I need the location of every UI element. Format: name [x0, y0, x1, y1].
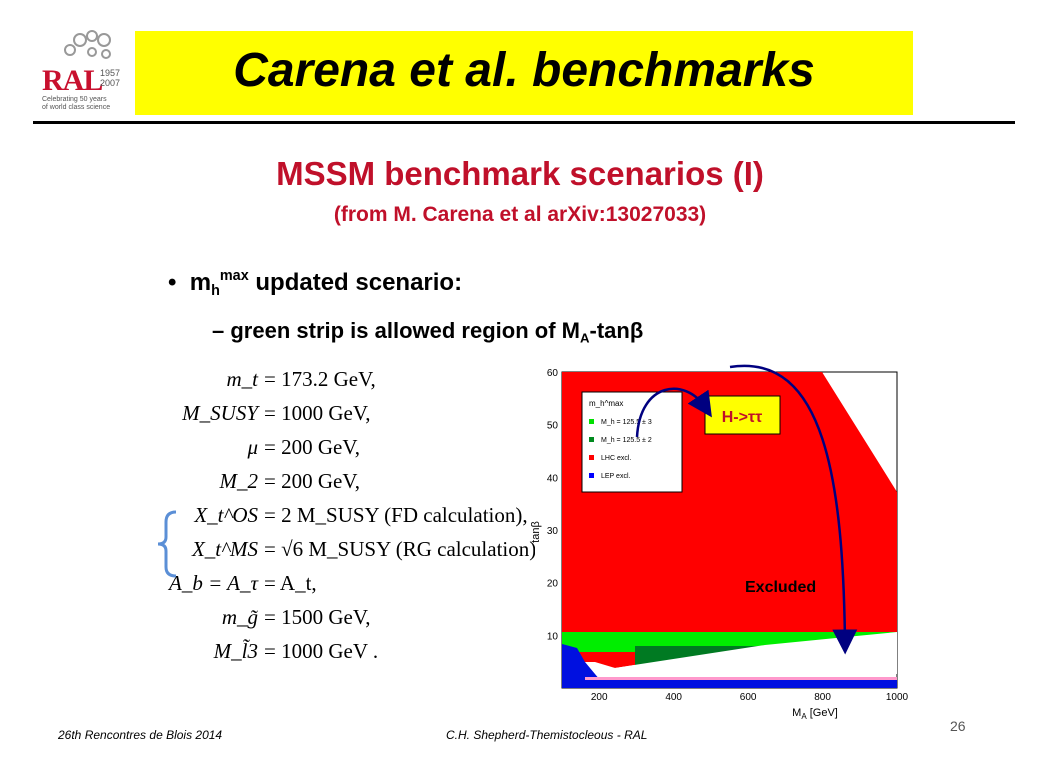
legend-label: LEP excl. — [601, 473, 630, 480]
x-axis-label: MA [GeV] — [792, 707, 838, 721]
y-tick-label: 10 — [547, 631, 559, 642]
equation-rhs: = 200 GeV, — [264, 435, 360, 459]
legend-label: LHC excl. — [601, 455, 631, 462]
x-tick-label: 200 — [591, 692, 608, 703]
x-tick-labels: 200 400 600 800 1000 — [591, 692, 909, 703]
equation-lhs: M_2 — [219, 469, 259, 493]
equation-lhs: A_b = A_τ — [167, 571, 259, 595]
y-tick-label: 60 — [547, 368, 559, 379]
footer-conference: 26th Rencontres de Blois 2014 — [58, 728, 223, 742]
equation-rhs: = A_t, — [264, 571, 317, 595]
equation-rhs: = 173.2 GeV, — [264, 367, 376, 391]
x-tick-label: 600 — [740, 692, 757, 703]
equation-rhs: = 1000 GeV, — [264, 401, 371, 425]
y-tick-label: 40 — [547, 473, 559, 484]
exclusion-plot: m_h^max M_h = 125.5 ± 3 M_h = 125.5 ± 2 LH… — [530, 364, 909, 721]
legend-swatch — [589, 455, 594, 460]
bullet-dot: • — [168, 269, 190, 297]
x-tick-label: 400 — [665, 692, 682, 703]
allowed-white-gap — [577, 632, 897, 680]
equation-rhs: = 1500 GeV, — [264, 605, 371, 629]
legend-swatch — [589, 437, 594, 442]
equation-lhs: M_l̃3 — [213, 639, 258, 663]
equation-lhs: X_t^MS — [191, 537, 259, 561]
equation-lhs: m_g̃ — [222, 605, 259, 629]
equation-lhs: m_t — [227, 367, 260, 391]
plot-legend: m_h^max M_h = 125.5 ± 3 M_h = 125.5 ± 2 LH… — [581, 391, 683, 493]
bullet-sub: – green strip is allowed region of MA-ta… — [212, 318, 644, 346]
bullet-main: • mhmax updated scenario: — [168, 268, 463, 300]
excluded-label: Excluded — [745, 579, 816, 596]
htautau-box — [704, 395, 781, 435]
y-tick-labels: 10 20 30 40 50 60 — [547, 368, 559, 642]
logo-text: RAL — [42, 64, 103, 97]
equation-rhs: = √6 M_SUSY (RG calculation), — [264, 537, 535, 561]
page-number: 26 — [950, 718, 966, 734]
equation-lhs: X_t^OS — [193, 503, 258, 527]
lep-pink-band — [585, 677, 897, 680]
equation-lhs: μ — [246, 435, 258, 459]
htautau-label: H->ττ — [722, 409, 763, 426]
logo-dots-icon — [64, 30, 111, 59]
legend-swatch — [589, 419, 594, 424]
legend-swatch — [589, 473, 594, 478]
x-tick-label: 800 — [814, 692, 831, 703]
arrow-to-box — [635, 387, 712, 438]
x-tick-label: 1000 — [886, 692, 909, 703]
parameter-equations: m_t = 173.2 GeV,M_SUSY = 1000 GeV,μ = 200 G… — [157, 367, 535, 663]
equation-rhs: = 1000 GeV . — [264, 639, 378, 663]
title-divider — [33, 121, 1015, 124]
y-tick-label: 50 — [547, 421, 559, 432]
ral-logo: RAL 1957 2007 Celebrating 50 years of worl… — [38, 30, 138, 120]
equation-brace — [157, 510, 177, 578]
title-banner: Carena et al. benchmarks — [135, 31, 913, 115]
y-tick-label: 20 — [547, 579, 559, 590]
slide-title: Carena et al. benchmarks — [233, 44, 815, 97]
y-axis-label: tanβ — [530, 521, 542, 543]
section-heading: MSSM benchmark scenarios (I) — [276, 155, 764, 192]
equation-rhs: = 2 M_SUSY (FD calculation), — [264, 503, 528, 527]
arrow-to-strip — [729, 364, 858, 655]
equation-rhs: = 200 GeV, — [264, 469, 360, 493]
logo-years: 1957 2007 — [100, 68, 121, 88]
legend-label: M_h = 125.5 ± 3 — [601, 419, 652, 426]
lep-excluded-region — [562, 644, 897, 688]
legend-label: M_h = 125.5 ± 2 — [601, 437, 652, 444]
legend-title: m_h^max — [589, 399, 623, 408]
section-subheading: (from M. Carena et al arXiv:13027033) — [333, 203, 707, 226]
y-tick-label: 30 — [547, 526, 559, 537]
logo-tagline: Celebrating 50 years of world class scien… — [42, 96, 111, 111]
footer-author: C.H. Shepherd-Themistocleous - RAL — [446, 728, 648, 742]
equation-lhs: M_SUSY — [181, 401, 260, 425]
